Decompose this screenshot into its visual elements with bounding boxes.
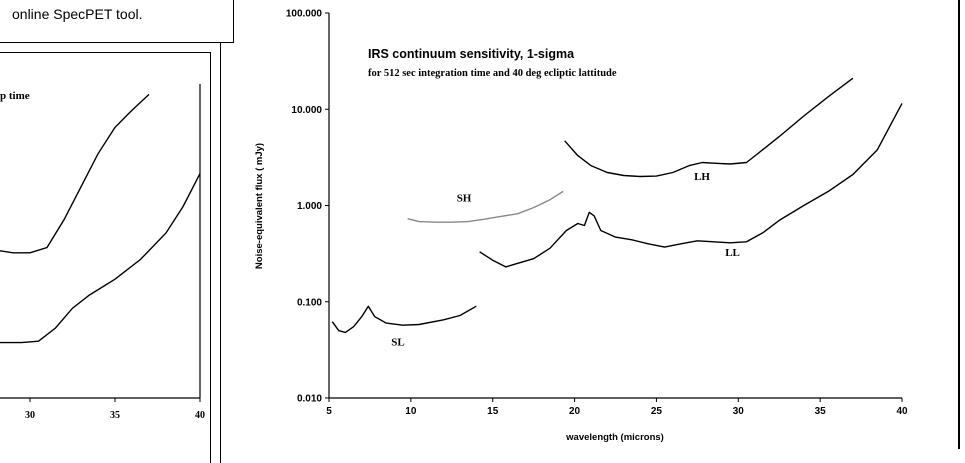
chart-title: IRS continuum sensitivity, 1-sigma — [368, 47, 575, 61]
caption-text: online SpecPET tool. — [12, 6, 143, 22]
x-tick-label: 40 — [896, 406, 908, 417]
y-tick-label: 100.000 — [286, 9, 323, 20]
x-tick-label: 30 — [733, 406, 745, 417]
series-line-sl — [331, 305, 477, 334]
y-tick-label: 10.000 — [291, 105, 322, 116]
y-tick-label: 0.100 — [297, 297, 322, 308]
left-x-tick-label: 30 — [25, 410, 35, 421]
x-tick-label: 35 — [815, 406, 827, 417]
left-panel-chart: p time 30 35 40 — [0, 84, 205, 421]
right-divider — [958, 0, 960, 449]
series-label-ll: LL — [725, 247, 740, 259]
y-tick-label: 0.010 — [297, 394, 322, 405]
left-x-tick-label: 35 — [110, 410, 120, 421]
series-label-lh: LH — [694, 171, 710, 183]
series-label-sl: SL — [391, 337, 404, 349]
left-curve-1 — [0, 93, 150, 254]
series-line-lh — [564, 77, 854, 178]
x-tick-label: 10 — [405, 406, 417, 417]
x-tick-label: 20 — [569, 406, 581, 417]
x-tick-label: 15 — [487, 406, 499, 417]
x-axis-label: wavelength (microns) — [565, 432, 664, 443]
sensitivity-chart: p time 30 35 40 IRS continuum sensitivity,… — [0, 9, 908, 444]
left-x-tick-label: 40 — [195, 410, 205, 421]
left-panel-frame-inner — [0, 52, 211, 463]
left-panel-label-fragment: p time — [0, 90, 30, 102]
y-tick-label: 1.000 — [297, 201, 322, 212]
series-line-sh — [407, 190, 564, 223]
x-tick-label: 5 — [326, 406, 332, 417]
chart-subtitle: for 512 sec integration time and 40 deg … — [368, 68, 617, 79]
left-panel-frame-outer — [0, 42, 221, 463]
series-label-sh: SH — [457, 193, 472, 205]
main-chart: IRS continuum sensitivity, 1-sigma for 5… — [254, 9, 908, 444]
x-tick-label: 25 — [651, 406, 663, 417]
left-curve-2 — [0, 173, 201, 344]
series-line-ll — [479, 103, 903, 268]
y-axis-label: Noise-equivalent flux ( mJy) — [254, 143, 265, 269]
